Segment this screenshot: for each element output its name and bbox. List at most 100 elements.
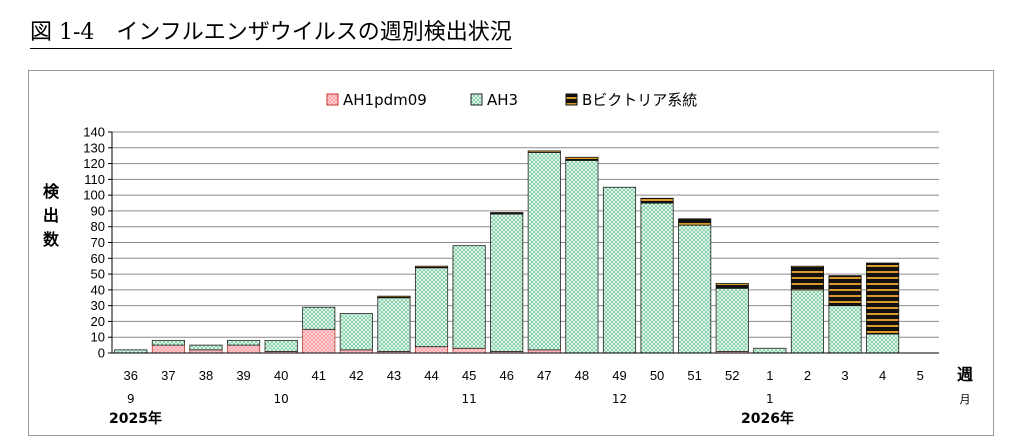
month-axis-label: 月: [960, 393, 971, 406]
y-tick-label-50: 50: [91, 267, 105, 282]
bar-4-series-2: [866, 262, 900, 335]
x-tick-label-52: 52: [725, 368, 739, 383]
figure-title: 図 1-4 インフルエンザウイルスの週別検出状況: [30, 14, 512, 49]
year-label-1: 2026年: [741, 410, 794, 427]
bar-37-series-1: [151, 339, 185, 346]
x-tick-label-49: 49: [612, 368, 626, 383]
legend-label-1: AH3: [487, 91, 518, 109]
legend-label-2: Bビクトリア系統: [582, 91, 697, 109]
bar-41-series-0: [302, 328, 336, 354]
legend-swatch-1: [470, 93, 483, 106]
legend-item-0: AH1pdm09: [326, 91, 427, 109]
legend: AH1pdm09 AH3 Bビクトリア系統: [326, 91, 697, 109]
bar-46-series-2: [490, 212, 524, 215]
bar-43-series-1: [377, 297, 411, 352]
bar-49-series-1: [602, 186, 637, 354]
y-tick-label-100: 100: [83, 188, 105, 203]
x-tick-label-39: 39: [236, 368, 250, 383]
bar-chart: AH1pdm09 AH3 Bビクトリア系統 01020304050607080901…: [43, 91, 973, 427]
grid-lines: [112, 131, 939, 354]
x-tick-label-50: 50: [650, 368, 664, 383]
bar-39-series-0: [226, 344, 261, 354]
x-tick-label-40: 40: [274, 368, 288, 383]
x-tick-label-45: 45: [462, 368, 476, 383]
y-tick-label-140: 140: [83, 125, 105, 140]
x-tick-label-36: 36: [124, 368, 138, 383]
bar-44-series-0: [414, 346, 449, 354]
bar-52-series-1: [715, 287, 749, 352]
x-tick-label-44: 44: [424, 368, 438, 383]
bar-2-series-1: [790, 289, 825, 354]
bar-47-series-2: [527, 150, 561, 153]
y-axis-label-char-0: 検: [43, 182, 60, 201]
bar-4-series-1: [866, 333, 900, 354]
bar-50-series-1: [640, 202, 674, 354]
y-tick-label-60: 60: [91, 251, 105, 266]
bar-3-series-2: [828, 275, 862, 307]
bar-37-series-0: [151, 344, 185, 354]
bar-40-series-1: [264, 339, 298, 352]
month-label-1: 1: [766, 392, 774, 406]
x-tick-label-1: 1: [766, 368, 773, 383]
y-tick-label-40: 40: [91, 282, 105, 297]
x-tick-label-41: 41: [312, 368, 326, 383]
bar-47-series-1: [527, 152, 561, 351]
y-tick-label-80: 80: [91, 219, 105, 234]
bar-51-series-1: [678, 224, 712, 354]
month-label-12: 12: [612, 392, 627, 406]
bar-45-series-1: [452, 245, 486, 349]
bar-52-series-2: [715, 283, 749, 289]
x-tick-label-43: 43: [387, 368, 401, 383]
month-label-10: 10: [274, 392, 289, 406]
y-axis-label-char-1: 出: [43, 206, 59, 225]
x-tick-label-46: 46: [499, 368, 513, 383]
x-tick-label-47: 47: [537, 368, 551, 383]
bar-44-series-2: [414, 265, 449, 269]
bar-38-series-1: [189, 344, 223, 351]
bar-50-series-2: [640, 197, 674, 204]
year-label-0: 2025年: [109, 410, 162, 427]
y-tick-label-120: 120: [83, 156, 105, 171]
y-tick-label-90: 90: [91, 203, 105, 218]
legend-swatch-2: [565, 93, 578, 106]
bar-48-series-2: [565, 156, 599, 161]
bar-44-series-1: [414, 267, 449, 348]
bars: [114, 150, 900, 354]
x-axis-label: 週: [957, 365, 973, 384]
x-tick-label-4: 4: [879, 368, 886, 383]
y-tick-label-10: 10: [91, 330, 105, 345]
bar-41-series-1: [302, 306, 336, 330]
bar-43-series-2: [377, 295, 411, 299]
axis-labels: 36 37 38 39 40 41 42 43 44 45 46 47 48 49 50 51 52 1 2 3 4 59…: [43, 182, 973, 427]
bar-3-series-1: [828, 305, 862, 354]
bar-46-series-1: [490, 213, 524, 352]
x-tick-label-42: 42: [349, 368, 363, 383]
x-tick-label-5: 5: [917, 368, 924, 383]
legend-item-1: AH3: [470, 91, 518, 109]
month-label-9: 9: [127, 392, 135, 406]
chart-frame: AH1pdm09 AH3 Bビクトリア系統 0 10 20 30 40 50 60 70 80 90 1…: [28, 70, 994, 436]
bar-2-series-2: [790, 265, 825, 291]
y-tick-label-0: 0: [98, 346, 105, 361]
bar-1-series-1: [753, 347, 787, 354]
bar-51-series-2: [678, 218, 712, 226]
y-tick-label-110: 110: [84, 172, 105, 187]
x-tick-label-51: 51: [687, 368, 701, 383]
y-tick-label-70: 70: [91, 235, 105, 250]
legend-item-2: Bビクトリア系統: [565, 91, 697, 109]
y-axis-label-char-2: 数: [43, 230, 60, 249]
x-tick-label-3: 3: [841, 368, 848, 383]
x-tick-label-37: 37: [161, 368, 175, 383]
x-tick-label-38: 38: [199, 368, 213, 383]
y-tick-label-30: 30: [91, 298, 105, 313]
x-tick-label-2: 2: [804, 368, 811, 383]
legend-label-0: AH1pdm09: [343, 91, 427, 109]
legend-swatch-0: [326, 93, 339, 106]
month-label-11: 11: [461, 392, 476, 406]
y-tick-label-20: 20: [91, 314, 105, 329]
x-tick-label-48: 48: [575, 368, 589, 383]
y-tick-label-130: 130: [83, 140, 105, 155]
bar-45-series-0: [452, 347, 486, 354]
bar-48-series-1: [565, 160, 599, 354]
